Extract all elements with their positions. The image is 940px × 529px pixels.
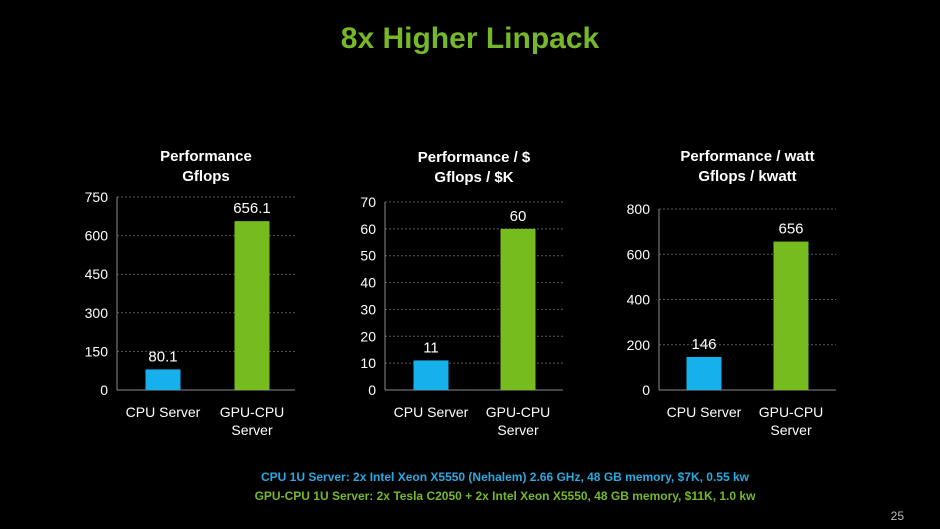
- chart-3-y-tick-label: 800: [627, 201, 651, 217]
- chart-2-category-label: CPU Server: [394, 404, 469, 420]
- chart-1-y-tick-label: 600: [85, 228, 109, 244]
- chart-3-y-tick-label: 400: [627, 292, 651, 308]
- chart-2-y-tick-label: 40: [360, 275, 376, 291]
- chart-2-bar-cpu-server: [413, 360, 449, 390]
- chart-2-bar-gpu-cpu-server: [500, 228, 536, 390]
- chart-3-category-label: Server: [770, 422, 812, 438]
- chart-3-value-label: 146: [691, 336, 716, 353]
- chart-2-y-tick-label: 20: [360, 328, 376, 344]
- chart-2-value-label: 60: [510, 208, 527, 225]
- chart-2-y-tick-label: 60: [360, 221, 376, 237]
- chart-1-y-tick-label: 450: [85, 266, 109, 282]
- chart-2-title-line: Gflops / $K: [434, 169, 513, 186]
- chart-2-category-label: GPU-CPU: [486, 404, 551, 420]
- chart-2-y-tick-label: 50: [360, 248, 376, 264]
- chart-3-title-line: Gflops / kwatt: [698, 168, 796, 185]
- chart-1-category-label: GPU-CPU: [220, 404, 285, 420]
- page-number: 25: [890, 509, 904, 523]
- chart-2-value-label: 11: [423, 339, 439, 356]
- chart-2-y-tick-label: 10: [360, 355, 376, 371]
- chart-1-value-label: 656.1: [233, 200, 271, 217]
- chart-2-y-tick-label: 0: [368, 382, 376, 398]
- chart-3-value-label: 656: [778, 221, 803, 238]
- chart-1-y-tick-label: 0: [100, 382, 108, 398]
- chart-3-y-tick-label: 600: [627, 246, 651, 262]
- chart-1-y-tick-label: 300: [85, 305, 109, 321]
- chart-2-y-tick-label: 30: [360, 301, 376, 317]
- chart-3-bar-gpu-cpu-server: [773, 241, 809, 390]
- chart-1-category-label: CPU Server: [126, 404, 201, 420]
- slide-title: 8x Higher Linpack: [340, 22, 600, 55]
- chart-1-title-line: Gflops: [182, 168, 230, 185]
- chart-3-bar-cpu-server: [686, 356, 722, 390]
- chart-3-category-label: CPU Server: [667, 404, 742, 420]
- chart-1-bar-gpu-cpu-server: [234, 221, 270, 390]
- chart-2-title-line: Performance / $: [418, 149, 531, 166]
- chart-3-category-label: GPU-CPU: [759, 404, 824, 420]
- chart-1-y-tick-label: 150: [85, 343, 109, 359]
- chart-1-category-label: Server: [231, 422, 273, 438]
- chart-1-title-line: Performance: [160, 148, 252, 165]
- chart-3-y-tick-label: 200: [627, 337, 651, 353]
- chart-1-bar-cpu-server: [145, 369, 181, 390]
- chart-3-title-line: Performance / watt: [680, 148, 814, 165]
- chart-2-y-tick-label: 70: [360, 194, 376, 210]
- footnote-cpu-config: CPU 1U Server: 2x Intel Xeon X5550 (Neha…: [261, 470, 749, 484]
- chart-1-y-tick-label: 750: [85, 189, 109, 205]
- chart-2-category-label: Server: [497, 422, 539, 438]
- chart-3-y-tick-label: 0: [642, 382, 650, 398]
- chart-1-value-label: 80.1: [148, 348, 177, 365]
- footnote-gpu-config: GPU-CPU 1U Server: 2x Tesla C2050 + 2x I…: [254, 489, 756, 503]
